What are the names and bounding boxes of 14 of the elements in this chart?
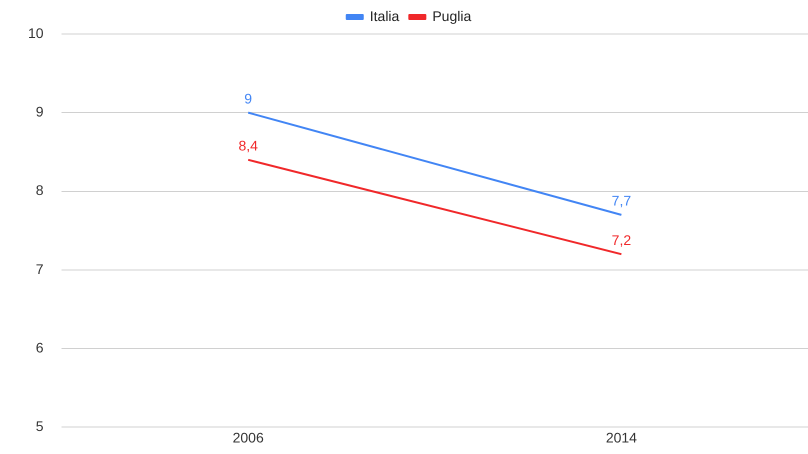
y-tick-label: 9 [36,104,44,120]
data-label: 8,4 [238,138,258,154]
data-label: 7,7 [612,192,632,209]
y-tick-label: 6 [36,339,44,356]
legend-label: Puglia [432,8,472,24]
x-tick-label: 2006 [232,429,264,446]
y-tick-label: 10 [28,24,44,41]
y-tick-label: 7 [36,260,44,277]
x-tick-label: 2014 [606,429,638,446]
legend-label: Italia [370,8,400,24]
data-label: 7,2 [612,232,632,248]
y-tick-label: 8 [36,182,44,198]
y-tick-label: 5 [36,418,44,434]
data-label: 9 [244,90,252,106]
